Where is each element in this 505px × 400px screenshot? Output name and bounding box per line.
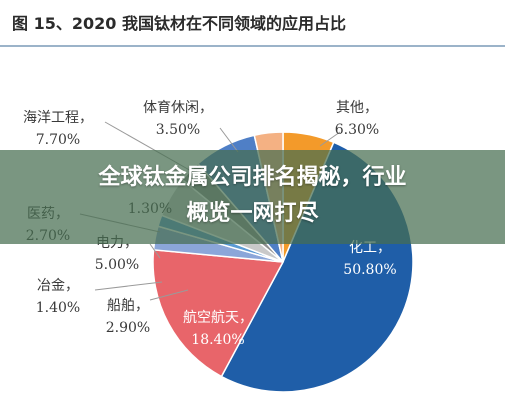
slice-value-label-体育休闲: 3.50% (156, 122, 200, 138)
slice-value-label-航空航天: 18.40% (191, 332, 244, 348)
slice-category-label-船舶: 船舶， (107, 298, 149, 314)
leader-line-其他 (319, 131, 341, 147)
leader-line-冶金 (94, 281, 163, 291)
slice-category-label-海洋工程: 海洋工程， (23, 110, 93, 126)
leader-line-电力 (149, 243, 161, 259)
leader-line-体育休闲 (219, 127, 239, 153)
slice-category-label-冶金: 冶金， (37, 278, 79, 294)
slice-category-label-体育休闲: 体育休闲， (143, 100, 213, 116)
slice-category-label-航空航天: 航空航天， (183, 310, 253, 326)
headline-line-2: 概览一网打尽 (186, 201, 319, 226)
slice-category-label-化工: 化工， (349, 240, 391, 256)
slice-category-label-其他: 其他， (336, 100, 378, 116)
slice-value-label-电力: 5.00% (95, 257, 139, 273)
headline-banner (0, 150, 505, 244)
slice-value-label-冶金: 1.40% (36, 300, 80, 316)
chart-title: 图 15、2020 我国钛材在不同领域的应用占比 (12, 14, 346, 33)
slice-value-label-海洋工程: 7.70% (36, 132, 80, 148)
leader-line-船舶 (149, 289, 189, 301)
pie-slice-航空航天 (152, 248, 285, 378)
slice-value-label-船舶: 2.90% (106, 320, 150, 336)
slice-value-label-其他: 6.30% (335, 122, 379, 138)
headline-line-1: 全球钛金属公司排名揭秘，行业 (98, 165, 407, 190)
title-divider (0, 45, 505, 47)
headline: 全球钛金属公司排名揭秘，行业 概览一网打尽 (0, 160, 505, 232)
slice-value-label-化工: 50.80% (343, 262, 396, 278)
